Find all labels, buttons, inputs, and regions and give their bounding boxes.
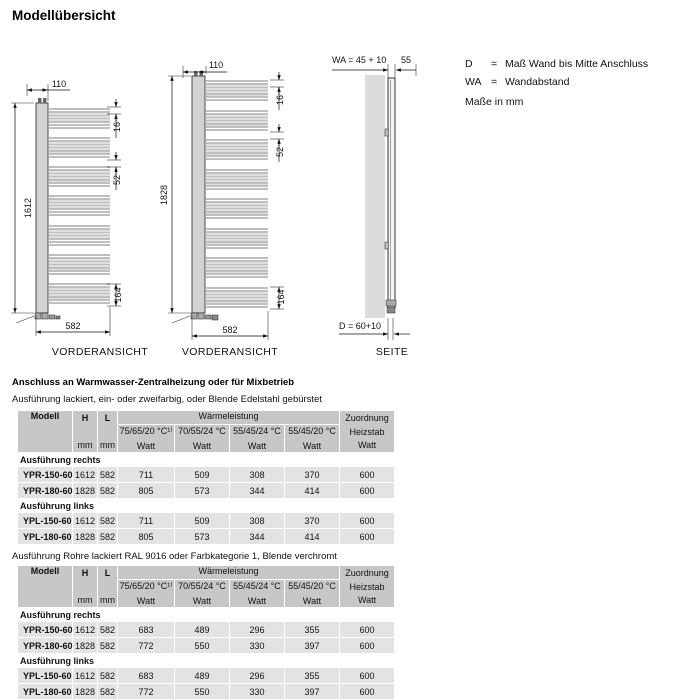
tube-group [48, 166, 110, 188]
units-note: Maße in mm [465, 96, 524, 108]
legend: D = Maß Wand bis Mitte Anschluss WA = Wa… [465, 55, 648, 91]
dim-label: 110 [209, 60, 223, 70]
dim-label: 582 [65, 321, 80, 331]
tube-group [205, 228, 268, 250]
tube-group [48, 283, 110, 305]
table-group-row: Ausführung rechts [16, 452, 396, 467]
tube-group [205, 287, 268, 309]
col-temp-4: 55/45/20 °C Watt [283, 579, 341, 608]
tube-group [205, 198, 268, 220]
legend-abbr: WA [465, 76, 482, 88]
table-row: YPL-180-60 1828 582 805 573 344 414 600 [17, 528, 396, 545]
table-group-row: Ausführung rechts [16, 607, 396, 622]
legend-row: WA = Wandabstand [465, 73, 648, 91]
dim-label: WA = 45 + 10 [332, 55, 386, 65]
tube-group [48, 225, 110, 247]
legend-abbr: D [465, 58, 473, 70]
dim-label: 1612 [23, 198, 33, 218]
table-group-row: Ausführung links [16, 653, 396, 668]
tube-group [205, 257, 268, 279]
tube-group [48, 254, 110, 276]
dim-label: 1828 [159, 185, 169, 205]
table-row: YPR-180-60 1828 582 772 550 330 397 600 [17, 637, 396, 654]
tube-group [205, 80, 268, 102]
caption-front-view-2: VORDERANSICHT [181, 346, 279, 358]
section-heading: Anschluss an Warmwasser-Zentralheizung o… [12, 377, 295, 388]
caption-front-view-1: VORDERANSICHT [51, 346, 149, 358]
col-modell: Modell [17, 565, 73, 608]
dim-label: 16 [112, 122, 122, 132]
col-temp-4: 55/45/20 °C Watt [283, 424, 341, 453]
table-row: YPR-150-60 1612 582 711 509 308 370 600 [17, 466, 396, 483]
col-modell: Modell [17, 410, 73, 453]
table-header-row: 75/65/20 °C¹⁾ Watt 70/55/24 °C Watt 55/45/… [18, 579, 395, 608]
col-temp-3: 55/45/24 °C Watt [229, 424, 285, 453]
section-subheading: Ausführung lackiert, ein- oder zweifarbi… [12, 394, 322, 405]
dim-label: 16 [275, 95, 285, 105]
table-row: YPL-150-60 1612 582 711 509 308 370 600 [17, 512, 396, 529]
table-row: YPR-150-60 1612 582 683 489 296 355 600 [17, 621, 396, 638]
tube-group [205, 139, 268, 161]
legend-eq: = [491, 58, 498, 70]
page-title: Modellübersicht [12, 8, 116, 23]
tube-group [48, 137, 110, 159]
col-waermeleistung: Wärmeleistung [116, 565, 341, 580]
dim-label: 52 [112, 175, 122, 185]
col-temp-1: 75/65/20 °C¹⁾ Watt [117, 579, 175, 608]
legend-text: Maß Wand bis Mitte Anschluss [505, 58, 649, 70]
table-row: YPL-150-60 1612 582 683 489 296 355 600 [17, 667, 396, 684]
col-zuordnung: Zuordnung Heizstab Watt [339, 410, 396, 453]
col-temp-2: 70/55/24 °C Watt [174, 579, 230, 608]
col-temp-2: 70/55/24 °C Watt [174, 424, 230, 453]
dim-label: 52 [275, 147, 285, 157]
legend-row: D = Maß Wand bis Mitte Anschluss [465, 55, 648, 73]
col-zuordnung: Zuordnung Heizstab Watt [339, 565, 396, 608]
legend-eq: = [491, 76, 498, 88]
dim-label: 164 [113, 287, 123, 302]
table-row: YPR-180-60 1828 582 805 573 344 414 600 [17, 482, 396, 499]
legend-text: Wandabstand [505, 76, 570, 88]
col-waermeleistung: Wärmeleistung [116, 410, 341, 425]
dim-label: 110 [52, 79, 66, 89]
dim-label: 164 [276, 289, 286, 304]
tube-group [48, 195, 110, 217]
tube-group [205, 169, 268, 191]
dim-label: 582 [222, 325, 237, 335]
dim-label: 55 [401, 55, 411, 65]
tube-group [48, 108, 110, 130]
section-heading: Ausführung Rohre lackiert RAL 9016 oder … [12, 551, 337, 562]
col-temp-3: 55/45/24 °C Watt [229, 579, 285, 608]
tube-group [205, 110, 268, 132]
table-header-row: 75/65/20 °C¹⁾ Watt 70/55/24 °C Watt 55/45/… [18, 424, 395, 453]
table-row: YPL-180-60 1828 582 772 550 330 397 600 [17, 683, 396, 700]
col-temp-1: 75/65/20 °C¹⁾ Watt [117, 424, 175, 453]
dim-label: D = 60+10 [339, 321, 381, 331]
table-group-row: Ausführung links [16, 498, 396, 513]
caption-side-view: SEITE [375, 346, 409, 358]
